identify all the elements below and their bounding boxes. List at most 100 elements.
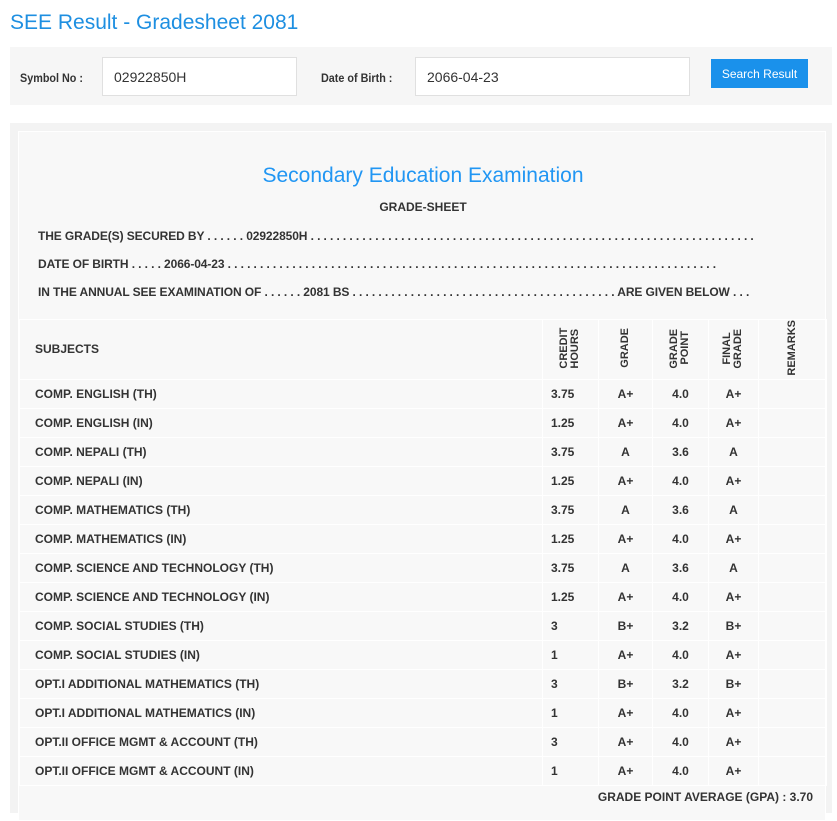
credit-cell: 1.25 — [542, 407, 599, 438]
table-row: OPT.II OFFICE MGMT & ACCOUNT (TH) 3 A+ 4.0 A… — [19, 726, 827, 757]
col-remarks: REMARKS — [758, 319, 827, 380]
credit-cell: 3 — [542, 668, 599, 699]
grade-point-cell: 4.0 — [652, 465, 709, 496]
col-remarks-label: REMARKS — [786, 320, 798, 376]
grade-cell: A+ — [598, 755, 653, 786]
grade-cell: A+ — [598, 697, 653, 728]
credit-cell: 3 — [542, 610, 599, 641]
grade-cell: A+ — [598, 523, 653, 554]
search-result-button[interactable]: Search Result — [711, 59, 808, 88]
table-row: OPT.II OFFICE MGMT & ACCOUNT (IN) 1 A+ 4.0 A… — [19, 755, 827, 786]
grade-point-cell: 4.0 — [652, 726, 709, 757]
remarks-cell — [758, 407, 827, 438]
table-row: OPT.I ADDITIONAL MATHEMATICS (IN) 1 A+ 4.0 A… — [19, 697, 827, 728]
table-row: COMP. NEPALI (IN) 1.25 A+ 4.0 A+ — [19, 465, 827, 496]
subject-cell: COMP. SOCIAL STUDIES (TH) — [19, 610, 543, 641]
table-row: COMP. SOCIAL STUDIES (IN) 1 A+ 4.0 A+ — [19, 639, 827, 670]
final-grade-cell: A — [708, 552, 759, 583]
grade-point-cell: 4.0 — [652, 581, 709, 612]
grade-point-cell: 4.0 — [652, 407, 709, 438]
remarks-cell — [758, 697, 827, 728]
table-row: COMP. SCIENCE AND TECHNOLOGY (TH) 3.75 A 3.… — [19, 552, 827, 583]
grade-cell: A+ — [598, 726, 653, 757]
grade-point-cell: 4.0 — [652, 639, 709, 670]
grade-cell: A+ — [598, 639, 653, 670]
credit-cell: 3.75 — [542, 494, 599, 525]
final-grade-cell: A+ — [708, 523, 759, 554]
remarks-cell — [758, 610, 827, 641]
grade-cell: A+ — [598, 581, 653, 612]
grades-table: SUBJECTS CREDIT HOURS GRADE GRADE POINT … — [19, 319, 827, 786]
exam-heading: Secondary Education Examination — [262, 164, 584, 187]
final-grade-cell: A+ — [708, 639, 759, 670]
grade-cell: A — [598, 436, 653, 467]
credit-cell: 3.75 — [542, 436, 599, 467]
remarks-cell — [758, 523, 827, 554]
table-row: COMP. SOCIAL STUDIES (TH) 3 B+ 3.2 B+ — [19, 610, 827, 641]
final-grade-cell: A+ — [708, 465, 759, 496]
grade-point-cell: 4.0 — [652, 697, 709, 728]
remarks-cell — [758, 668, 827, 699]
subject-cell: COMP. SCIENCE AND TECHNOLOGY (TH) — [19, 552, 543, 583]
grade-cell: B+ — [598, 668, 653, 699]
gradesheet-heading: GRADE-SHEET — [379, 200, 467, 214]
page-title: SEE Result - Gradesheet 2081 — [10, 11, 299, 34]
grade-point-cell: 4.0 — [652, 378, 709, 409]
symbol-input[interactable] — [102, 57, 297, 96]
final-grade-cell: A+ — [708, 581, 759, 612]
secured-by-line: THE GRADE(S) SECURED BY . . . . . . 0292… — [38, 229, 754, 243]
grade-cell: A+ — [598, 465, 653, 496]
final-grade-cell: B+ — [708, 610, 759, 641]
credit-cell: 3.75 — [542, 378, 599, 409]
subject-cell: OPT.I ADDITIONAL MATHEMATICS (TH) — [19, 668, 543, 699]
gpa: GRADE POINT AVERAGE (GPA) : 3.70 — [597, 790, 813, 804]
final-grade-cell: A+ — [708, 407, 759, 438]
col-grade-label: GRADE — [619, 327, 631, 368]
subject-cell: COMP. MATHEMATICS (IN) — [19, 523, 543, 554]
subject-cell: COMP. ENGLISH (TH) — [19, 378, 543, 409]
symbol-label: Symbol No : — [20, 71, 84, 85]
remarks-cell — [758, 465, 827, 496]
credit-cell: 3.75 — [542, 552, 599, 583]
table-row: COMP. NEPALI (TH) 3.75 A 3.6 A — [19, 436, 827, 467]
col-credit-label: CREDIT HOURS — [557, 327, 581, 369]
grade-point-cell: 3.2 — [652, 668, 709, 699]
remarks-cell — [758, 726, 827, 757]
grade-cell: A — [598, 552, 653, 583]
subject-cell: COMP. NEPALI (IN) — [19, 465, 543, 496]
remarks-cell — [758, 494, 827, 525]
table-row: OPT.I ADDITIONAL MATHEMATICS (TH) 3 B+ 3.2 B… — [19, 668, 827, 699]
table-row: COMP. MATHEMATICS (TH) 3.75 A 3.6 A — [19, 494, 827, 525]
final-grade-cell: A+ — [708, 697, 759, 728]
credit-cell: 1 — [542, 639, 599, 670]
subject-cell: COMP. NEPALI (TH) — [19, 436, 543, 467]
exam-line: IN THE ANNUAL SEE EXAMINATION OF . . . .… — [38, 285, 750, 299]
grade-point-cell: 3.6 — [652, 552, 709, 583]
final-grade-cell: A — [708, 436, 759, 467]
remarks-cell — [758, 552, 827, 583]
grade-cell: B+ — [598, 610, 653, 641]
subject-cell: COMP. SOCIAL STUDIES (IN) — [19, 639, 543, 670]
final-grade-cell: A+ — [708, 726, 759, 757]
credit-cell: 1.25 — [542, 465, 599, 496]
final-grade-cell: B+ — [708, 668, 759, 699]
grade-point-cell: 3.6 — [652, 494, 709, 525]
grade-point-cell: 3.2 — [652, 610, 709, 641]
grade-cell: A — [598, 494, 653, 525]
credit-cell: 3 — [542, 726, 599, 757]
col-final: FINAL GRADE — [708, 319, 759, 380]
grade-point-cell: 3.6 — [652, 436, 709, 467]
gradesheet: Secondary Education Examination GRADE-SH… — [18, 131, 827, 821]
col-final-label: FINAL GRADE — [720, 327, 744, 368]
table-row: COMP. SCIENCE AND TECHNOLOGY (IN) 1.25 A+ 4… — [19, 581, 827, 612]
final-grade-cell: A+ — [708, 755, 759, 786]
remarks-cell — [758, 639, 827, 670]
col-subjects: SUBJECTS — [19, 319, 543, 380]
remarks-cell — [758, 755, 827, 786]
subject-cell: OPT.I ADDITIONAL MATHEMATICS (IN) — [19, 697, 543, 728]
dob-input[interactable] — [415, 57, 690, 96]
col-grade: GRADE — [598, 319, 653, 380]
grade-point-cell: 4.0 — [652, 755, 709, 786]
subject-cell: OPT.II OFFICE MGMT & ACCOUNT (IN) — [19, 755, 543, 786]
dob-label: Date of Birth : — [321, 71, 393, 85]
